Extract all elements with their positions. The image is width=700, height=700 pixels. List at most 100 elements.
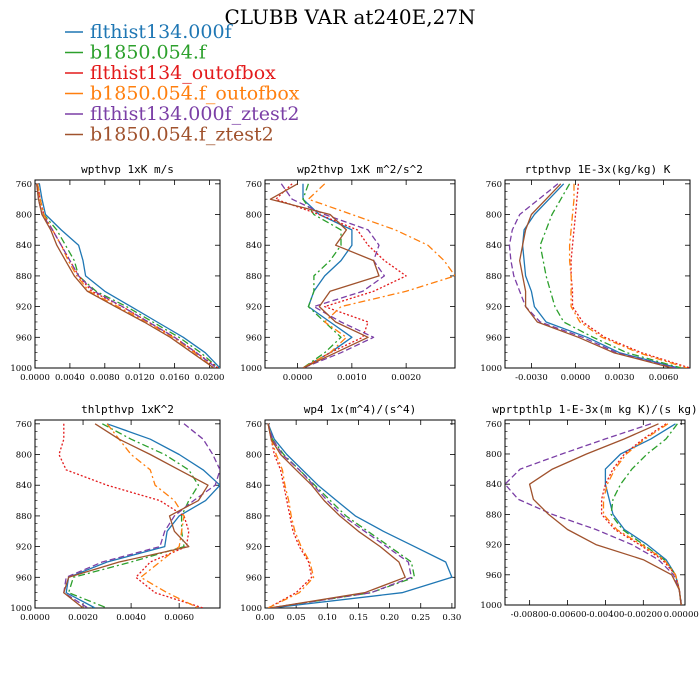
series-line-6: [519, 183, 673, 368]
x-tick-label: 0.0160: [160, 373, 190, 383]
y-tick-label: 920: [16, 303, 32, 313]
series-line-4: [106, 423, 199, 608]
figure-title: CLUBB VAR at240E,27N: [224, 5, 475, 29]
y-tick-label: 880: [486, 272, 502, 282]
panel-6: wprtpthlp 1-E-3x(m kg K)/(s kg) 760 800 840…: [480, 403, 698, 620]
series-line-6: [63, 423, 209, 608]
panel-title: wprtpthlp 1-E-3x(m kg K)/(s kg): [492, 403, 697, 416]
series-line-5: [508, 183, 676, 368]
y-tick-label: 760: [16, 420, 32, 430]
y-tick-label: 920: [16, 543, 32, 553]
panel-4: thlpthvp 1xK^276080084088092096010000.00…: [10, 403, 221, 623]
x-tick-label: 0.0000: [20, 373, 50, 383]
plot-frame: [34, 419, 221, 609]
x-tick-label: -0.00200: [624, 610, 662, 620]
series-line-3: [275, 183, 407, 368]
plot-frame: [264, 179, 456, 369]
series-line-4: [267, 423, 315, 608]
series-line-2: [67, 423, 200, 608]
series-line-1: [604, 423, 682, 605]
legend-label: b1850.054.f_ztest2: [90, 124, 274, 146]
y-tick-label: 840: [486, 480, 502, 490]
y-tick-label: 840: [486, 241, 502, 251]
series-line-6: [267, 423, 406, 608]
panel-title: wp4 1x(m^4)/(s^4): [304, 403, 417, 416]
y-tick-label: 840: [246, 241, 262, 251]
x-tick-label: -0.00400: [586, 610, 624, 620]
y-tick-label: 880: [16, 272, 32, 282]
y-tick-label: 1000: [480, 364, 502, 374]
legend-label: flthist134_outofbox: [90, 62, 276, 84]
x-tick-label: 0.0020: [391, 373, 421, 383]
x-tick-label: 0.05: [287, 613, 306, 623]
x-tick-label: 0.20: [380, 613, 399, 623]
x-tick-label: -0.00600: [549, 610, 587, 620]
x-tick-label: 0.0200: [195, 373, 225, 383]
y-tick-label: 1000: [10, 604, 32, 614]
series-line-4: [568, 183, 688, 368]
x-tick-label: 0.0020: [68, 613, 98, 623]
x-tick-label: 0.15: [349, 613, 368, 623]
series-line-6: [36, 183, 215, 368]
y-tick-label: 880: [246, 512, 262, 522]
panel-5: wp4 1x(m^4)/(s^4)76080084088092096010000…: [240, 403, 461, 623]
y-tick-label: 760: [16, 180, 32, 190]
x-tick-label: 0.30: [442, 613, 461, 623]
y-tick-label: 1000: [240, 364, 262, 374]
x-tick-label: 0.0120: [125, 373, 155, 383]
y-tick-label: 840: [16, 241, 32, 251]
y-tick-label: 840: [246, 481, 262, 491]
y-tick-label: 880: [16, 512, 32, 522]
y-tick-label: 800: [16, 211, 32, 221]
y-tick-label: 800: [486, 211, 502, 221]
y-tick-label: 920: [246, 543, 262, 553]
y-tick-label: 840: [16, 481, 32, 491]
series-line-2: [302, 183, 342, 368]
y-tick-label: 760: [486, 420, 502, 430]
panels: wpthvp 1xK m/s76080084088092096010000.00…: [10, 163, 698, 623]
panel-title: wpthvp 1xK m/s: [81, 163, 174, 176]
series-line-5: [63, 423, 220, 608]
plot-frame: [504, 419, 686, 606]
x-tick-label: 0.0040: [116, 613, 146, 623]
y-tick-label: 920: [486, 303, 502, 313]
x-tick-label: 0.00: [256, 613, 275, 623]
series-line-5: [505, 423, 682, 605]
x-tick-label: 0.0080: [90, 373, 120, 383]
y-tick-label: 800: [486, 450, 502, 460]
y-tick-label: 880: [486, 510, 502, 520]
y-tick-label: 800: [246, 211, 262, 221]
y-tick-label: 760: [246, 420, 262, 430]
legend: flthist134.000fb1850.054.fflthist134_out…: [65, 21, 300, 146]
x-tick-label: 0.00000: [664, 610, 699, 620]
series-line-2: [610, 423, 682, 605]
y-tick-label: 1000: [10, 364, 32, 374]
y-tick-label: 1000: [480, 601, 502, 611]
panel-title: thlpthvp 1xK^2: [81, 403, 174, 416]
y-tick-label: 920: [486, 541, 502, 551]
x-tick-label: 0.0060: [649, 373, 679, 383]
y-tick-label: 1000: [240, 604, 262, 614]
y-tick-label: 800: [246, 451, 262, 461]
panel-3: rtpthvp 1E-3x(kg/kg) K 760 800 840 880 920 960…: [480, 163, 691, 383]
y-tick-label: 920: [246, 303, 262, 313]
x-tick-label: -0.00800: [511, 610, 549, 620]
x-tick-label: 0.10: [318, 613, 337, 623]
series-line-5: [280, 183, 386, 368]
series-line-2: [539, 183, 682, 368]
panel-title: wp2thvp 1xK m^2/s^2: [297, 163, 423, 176]
series-line-5: [36, 183, 217, 368]
y-tick-label: 960: [246, 333, 262, 343]
series-line-6: [269, 183, 380, 368]
x-tick-label: 0.0000: [561, 373, 591, 383]
series-line-2: [267, 423, 416, 608]
y-tick-label: 960: [16, 573, 32, 583]
y-tick-label: 960: [486, 571, 502, 581]
series-line-3: [267, 423, 313, 608]
y-tick-label: 960: [16, 333, 32, 343]
legend-label: flthist134.000f_ztest2: [90, 103, 299, 125]
y-tick-label: 960: [486, 333, 502, 343]
plot-frame: [264, 419, 456, 609]
series-line-5: [267, 423, 413, 608]
